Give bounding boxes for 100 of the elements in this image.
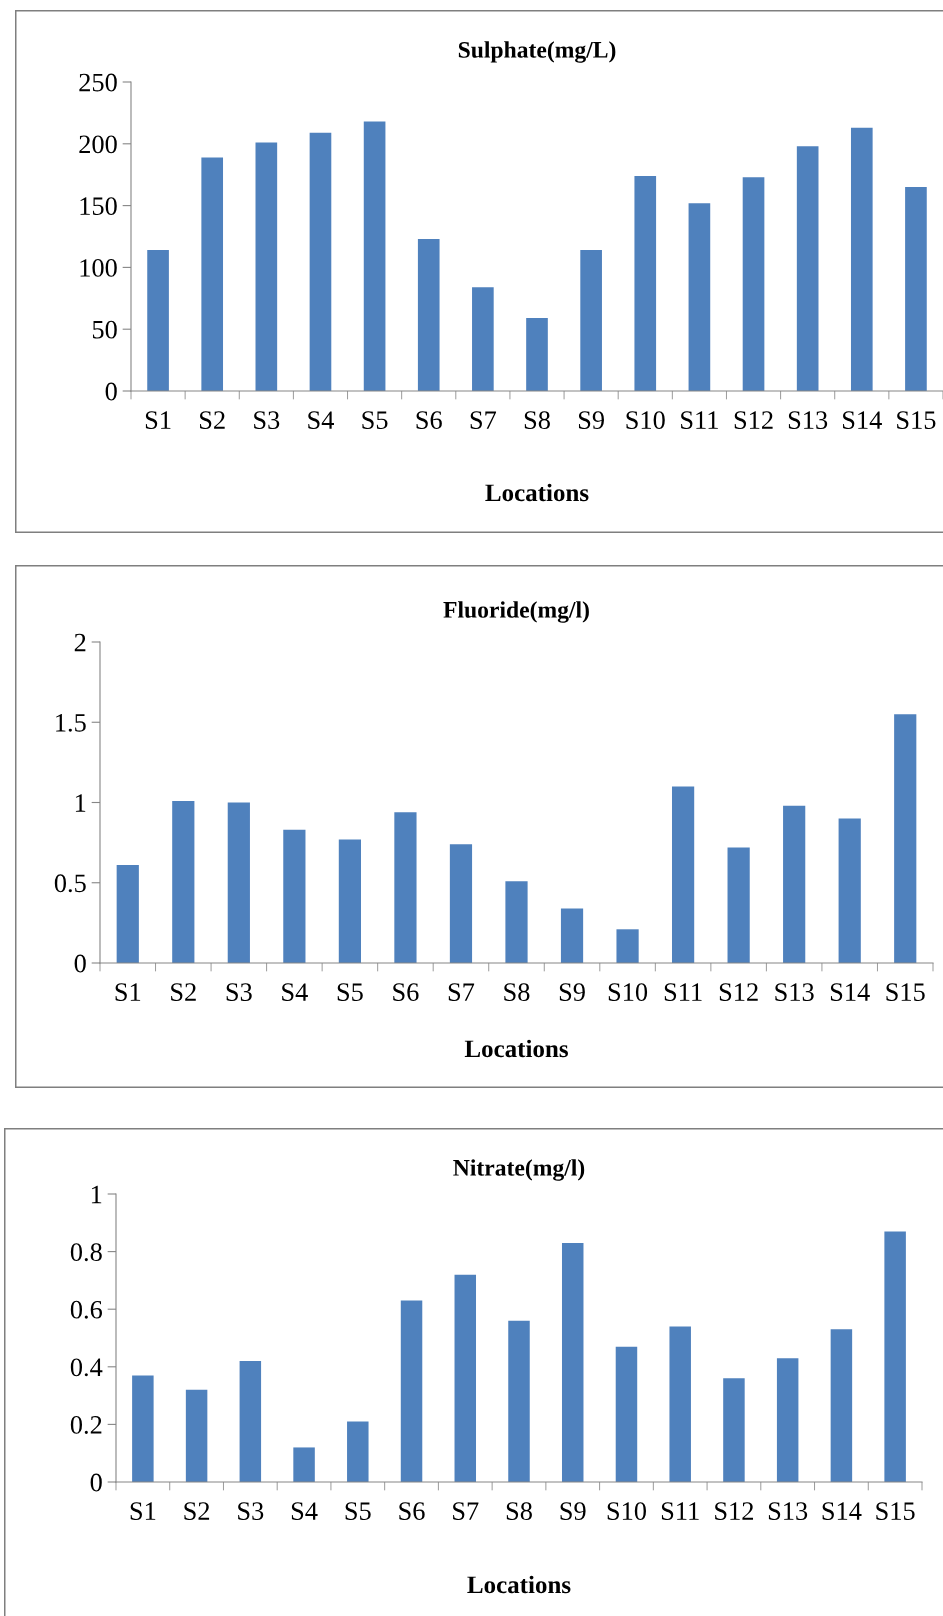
bar [796,146,819,391]
x-tick-label: S5 [362,411,388,430]
x-tick-label: S11 [664,983,702,1002]
bar [338,839,362,963]
y-tick-label: 250 [79,73,117,92]
x-tick-label: S5 [337,983,363,1002]
bar [417,238,440,391]
x-axis-title: Locations [467,1575,571,1594]
bar [526,318,548,391]
x-tick-label: S8 [504,983,530,1002]
x-tick-label: S9 [560,1502,586,1521]
bar [454,1274,477,1482]
bar [201,157,224,391]
bar [688,203,711,391]
x-tick-label: S15 [876,1502,915,1521]
bar [185,1389,208,1482]
x-tick-label: S1 [145,411,171,430]
bar [616,929,639,963]
x-tick-label: S7 [453,1502,479,1521]
bar [394,812,417,963]
x-tick-label: S10 [607,1502,646,1521]
x-tick-label: S5 [345,1502,371,1521]
y-tick-label: 50 [92,320,117,339]
y-tick-label: 1 [75,794,86,812]
chart-title: Fluoride(mg/l) [443,601,589,623]
bar [227,802,250,963]
bar [838,818,861,963]
bar [615,1346,638,1482]
x-tick-label: S4 [308,411,334,430]
bar [116,865,139,963]
x-tick-label: S9 [578,411,604,430]
x-tick-label: S6 [416,411,442,430]
bar [147,250,169,391]
bar [508,1320,530,1482]
bar [905,187,927,391]
x-tick-label: S4 [291,1502,318,1521]
x-tick-label: S15 [886,983,925,1002]
y-tick-label: 0.5 [54,874,86,893]
x-tick-label: S8 [524,411,550,430]
bar [783,805,806,963]
bar [347,1421,369,1482]
x-tick-label: S6 [393,983,419,1002]
x-tick-label: S12 [715,1502,754,1521]
bar [449,844,473,963]
bar [239,1361,262,1482]
x-tick-label: S1 [115,983,141,1002]
bar [830,1329,853,1482]
x-tick-label: S14 [830,983,870,1002]
x-tick-label: S12 [719,983,758,1002]
x-axis-title: Locations [464,1039,568,1058]
x-tick-label: S11 [661,1502,699,1521]
bar [309,132,332,391]
y-tick-label: 100 [80,259,117,277]
x-tick-label: S2 [171,983,196,1002]
x-tick-label: S12 [734,411,773,430]
x-tick-label: S9 [559,983,585,1002]
y-tick-label: 0.4 [70,1358,103,1377]
y-tick-label: 2 [74,633,86,652]
x-tick-label: S7 [470,411,497,430]
bar [776,1358,799,1482]
x-tick-label: S13 [775,983,814,1002]
bar [742,177,765,391]
y-tick-label: 0 [90,1473,102,1492]
x-tick-label: S11 [681,411,718,430]
chart-title: Nitrate(mg/l) [453,1159,585,1181]
x-tick-label: S3 [238,1502,264,1521]
bar [172,800,195,963]
y-tick-label: 1.5 [56,713,86,732]
x-tick-label: S14 [843,411,882,430]
bar [293,1447,315,1482]
x-tick-label: S13 [768,1502,808,1521]
bar [283,829,306,963]
bar [505,881,528,963]
bar [634,175,657,391]
y-tick-label: 150 [80,197,117,216]
x-tick-label: S7 [448,983,475,1002]
y-tick-label: 200 [79,135,117,154]
y-tick-label: 0 [105,382,117,401]
bar [560,908,584,963]
y-tick-label: 0.2 [70,1416,102,1434]
bar [132,1375,154,1482]
x-tick-label: S10 [626,411,665,430]
x-tick-label: S3 [254,411,280,430]
y-tick-label: 0.6 [70,1300,103,1319]
x-tick-label: S4 [282,983,308,1002]
bar [671,786,695,963]
x-tick-label: S8 [506,1502,532,1521]
bar [255,142,278,391]
bar [884,1231,906,1482]
bar [727,847,750,963]
x-tick-label: S3 [226,983,252,1002]
bar [669,1326,691,1482]
bar [894,714,917,963]
bar [580,250,602,391]
x-axis-title: Locations [485,483,589,502]
x-tick-label: S1 [130,1502,156,1521]
bar [723,1378,745,1482]
x-tick-label: S2 [184,1502,210,1521]
chart-title: Sulphate(mg/L) [458,41,616,63]
y-tick-label: 0 [74,954,86,973]
